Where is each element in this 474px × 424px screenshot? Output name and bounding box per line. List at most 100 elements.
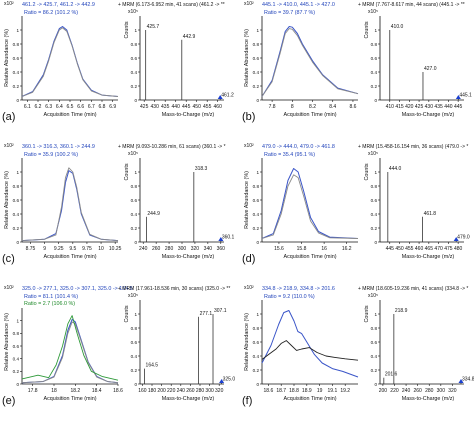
chrom-a-x-tick-label: 6.4	[56, 104, 63, 110]
spec-f-y-tick-label: 0.4	[371, 354, 378, 359]
spec-e-x-tick-label: 160	[138, 388, 147, 394]
chrom-e-x-tick-label: 17.8	[28, 388, 38, 394]
chrom-d-x-tick-label: 15.8	[297, 246, 307, 252]
ratio-label-e: Ratio = 81.1 (101.4 %)	[24, 294, 78, 300]
spec-f-x-tick-label: 220	[390, 388, 399, 394]
chrom-c-y-tick-label: 0	[16, 240, 19, 245]
spec-f-x-tick-label: 240	[402, 388, 411, 394]
chrom-ylabel-d: Relative Abundance (%)	[244, 171, 250, 229]
spec-e-x-tick-label: 180	[148, 388, 157, 394]
spec-f-y-tick-label: 0.8	[371, 326, 378, 331]
chrom-exponent-a: x10²	[4, 1, 14, 7]
spec-ylabel-e: Counts	[124, 305, 130, 322]
chrom-f-x-tick-label: 19	[317, 388, 323, 394]
chrom-d-y-tick-label: 1	[256, 170, 259, 175]
chrom-c-x-tick-label: 9	[43, 246, 46, 252]
chrom-d-y-tick-label: 0.2	[253, 226, 260, 231]
panel-label-c: (c)	[2, 253, 15, 265]
ratio-label-d: Ratio = 35.4 (95.1 %)	[264, 152, 315, 158]
spec-d-y-tick-label: 0.2	[371, 226, 378, 231]
chrom-b-y-tick-label: 0.4	[253, 70, 260, 75]
chrom-a-x-tick-label: 6.8	[99, 104, 106, 110]
chrom-trace-d-1	[261, 168, 359, 239]
spectrum-peak-label-b-3: 445.1	[459, 93, 472, 99]
chrom-c-x-tick-label: 10	[98, 246, 104, 252]
spec-f-y-tick-label: 1	[374, 312, 377, 317]
chrom-a-x-tick-label: 6.7	[88, 104, 95, 110]
chrom-trace-a-2	[21, 27, 119, 97]
spec-c-x-tick-label: 340	[204, 246, 213, 252]
spec-exponent-b: x10⁵	[368, 9, 378, 15]
chrom-a-x-tick-label: 6.3	[45, 104, 52, 110]
chrom-ylabel-e: Relative Abundance (%)	[4, 313, 10, 371]
chrom-trace-e-3	[21, 315, 119, 381]
spec-b-x-tick-label: 410	[386, 104, 395, 110]
chrom-c-x-tick-label: 10.25	[109, 246, 122, 252]
spectrum-peak-label-f-1: 201.6	[385, 372, 398, 378]
precursor-marker-b	[455, 95, 461, 99]
spec-a-y-tick-label: 0.6	[131, 56, 138, 61]
chrom-a-y-tick-label: 1	[16, 28, 19, 33]
spec-e-y-tick-label: 0.2	[131, 368, 138, 373]
chrom-c-y-tick-label: 0.6	[13, 198, 20, 203]
spec-c-y-tick-label: 0.2	[131, 226, 138, 231]
chrom-trace-c-2	[21, 167, 119, 242]
spec-exponent-a: x10⁵	[128, 9, 138, 15]
precursor-marker-e	[219, 379, 225, 383]
transition-header-a: 461.2 -> 425.7, 461.2 -> 442.9	[22, 2, 95, 8]
spec-d-y-tick-label: 0.4	[371, 212, 378, 217]
chrom-f-x-tick-label: 18.7	[276, 388, 286, 394]
chrom-a-y-tick-label: 0.2	[13, 84, 20, 89]
spec-e-y-tick-label: 0.4	[131, 354, 138, 359]
chrom-c-x-tick-label: 9.25	[54, 246, 64, 252]
chrom-a-y-tick-label: 0.8	[13, 42, 20, 47]
spec-b-x-tick-label: 415	[395, 104, 404, 110]
spec-b-y-tick-label: 0.8	[371, 42, 378, 47]
chrom-a-y-tick-label: 0.4	[13, 70, 20, 75]
spec-xlabel-e: Mass-to-Charge (m/z)	[162, 396, 215, 402]
spectrum-peak-label-f-2: 218.9	[395, 308, 408, 314]
chrom-f-x-tick-label: 18.8	[289, 388, 299, 394]
spec-e-y-tick-label: 0.8	[131, 326, 138, 331]
chrom-trace-b-2	[261, 28, 359, 97]
ratio-label-f: Ratio = 9.2 (110.0 %)	[264, 294, 315, 300]
spec-d-x-tick-label: 470	[434, 246, 443, 252]
chrom-e-y-tick-label: 0.4	[13, 356, 20, 361]
spec-c-y-tick-label: 0.6	[131, 198, 138, 203]
chrom-xlabel-b: Acquisition Time (min)	[283, 112, 336, 118]
spec-ylabel-d: Counts	[364, 163, 370, 180]
chrom-e-x-tick-label: 18	[51, 388, 57, 394]
chrom-e-y-tick-label: 0	[16, 382, 19, 387]
chrom-b-y-tick-label: 1	[256, 28, 259, 33]
spec-c-x-tick-label: 360	[217, 246, 226, 252]
spec-xlabel-f: Mass-to-Charge (m/z)	[402, 396, 455, 402]
spectrum-peak-label-e-1: 164.5	[146, 363, 159, 369]
chrom-d-y-tick-label: 0	[256, 240, 259, 245]
spec-a-y-tick-label: 0.8	[131, 42, 138, 47]
spectrum-peak-label-f-3: 334.8	[462, 377, 474, 383]
spec-f-x-tick-label: 260	[413, 388, 422, 394]
spec-b-x-tick-label: 430	[425, 104, 434, 110]
spec-d-x-tick-label: 450	[395, 246, 404, 252]
spectrum-peak-label-e-2: 277.1	[200, 311, 213, 317]
spec-d-x-tick-label: 455	[405, 246, 414, 252]
precursor-marker-d	[453, 237, 459, 241]
chrom-c-x-tick-label: 9.5	[69, 246, 76, 252]
chrom-b-x-tick-label: 8	[291, 104, 294, 110]
spec-a-y-tick-label: 0	[134, 98, 137, 103]
spec-d-x-tick-label: 460	[415, 246, 424, 252]
spectrum-peak-label-a-2: 442.9	[183, 34, 196, 40]
chrom-exponent-b: x10²	[244, 1, 254, 7]
spec-e-x-tick-label: 220	[167, 388, 176, 394]
chrom-c-y-tick-label: 1	[16, 170, 19, 175]
chrom-exponent-f: x10²	[244, 285, 254, 291]
spec-exponent-f: x10⁵	[368, 293, 378, 299]
spec-e-y-tick-label: 0.6	[131, 340, 138, 345]
chrom-b-y-tick-label: 0	[256, 98, 259, 103]
mrm-header-f: + MRM (18.605-19.236 min, 41 scans) (334…	[358, 286, 468, 292]
spec-xlabel-a: Mass-to-Charge (m/z)	[162, 112, 215, 118]
chrom-a-y-tick-label: 0.6	[13, 56, 20, 61]
spec-ylabel-a: Counts	[124, 21, 130, 38]
chrom-ylabel-b: Relative Abundance (%)	[244, 29, 250, 87]
spec-e-y-tick-label: 1	[134, 312, 137, 317]
